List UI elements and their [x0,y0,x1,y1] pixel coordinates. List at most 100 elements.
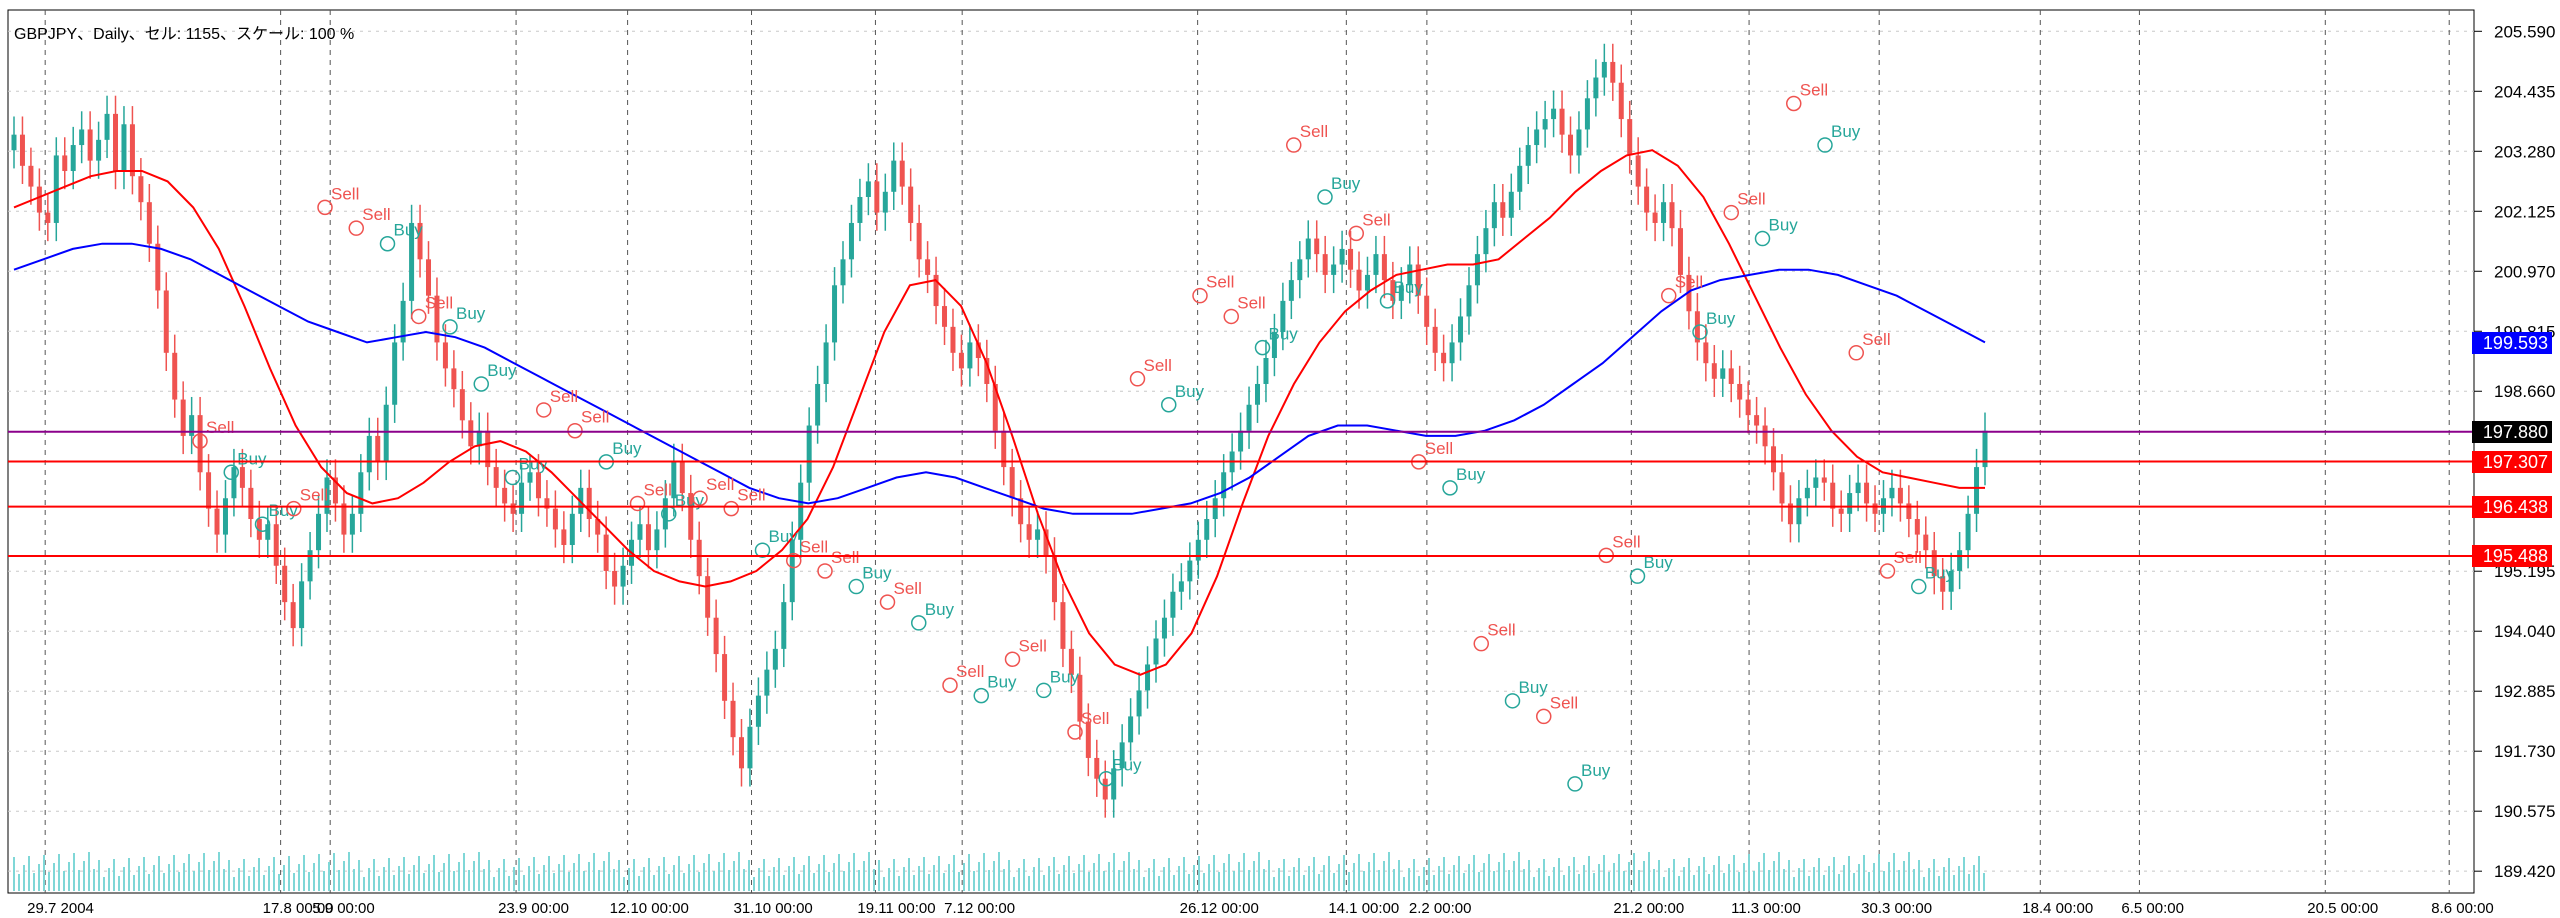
signal-circle [442,319,458,335]
candle-body [933,274,939,307]
x-tick-label: 7.12 00:00 [944,900,1015,917]
signal-label: Buy [1394,278,1424,297]
candle-body [1576,129,1582,156]
signal-label: Buy [1706,309,1736,328]
candle-body [459,389,465,421]
candle-body [789,539,795,603]
signal-label: Sell [206,418,234,437]
candle-body [1974,467,1980,514]
y-tick-label: 205.590 [2494,22,2555,41]
candle-body [637,524,643,540]
candle-body [358,472,364,514]
candle-body [1559,108,1565,135]
price-tag: 199.593 [2472,331,2552,354]
candle-body [764,669,770,696]
candle-body [426,259,432,296]
candle-body [1212,498,1218,520]
candle-body [1305,238,1311,260]
signal-label: Sell [1206,273,1234,292]
candle-body [662,498,668,530]
signal-label: Buy [1050,667,1080,686]
signal-label: Buy [925,600,955,619]
candle-body [256,519,262,540]
candle-body [434,295,440,343]
signal-circle [1473,635,1489,652]
signal-circle [504,469,521,486]
x-tick-label: 11.3 00:00 [1731,900,1801,917]
candle-body [1415,264,1421,296]
signal-circle [1848,345,1864,361]
candlesticks [11,43,1988,818]
candle-body [654,529,660,551]
signal-label: Sell [831,548,859,567]
price-tag: 195.488 [2472,545,2552,567]
candle-body [747,726,753,769]
grid-lines [8,30,2474,872]
candle-body [206,472,212,509]
signal-circle [1286,137,1302,153]
signal-circle [567,422,583,439]
candle-body [96,139,102,161]
x-tick-label: 19.11 00:00 [857,900,935,917]
candle-body [1965,513,1971,551]
candle-body [1051,555,1057,603]
candle-body [1771,446,1777,473]
signal-circle [379,235,396,252]
candle-body [882,191,888,213]
candle-body [535,472,541,499]
signal-label: Sell [737,486,765,505]
candle-body [1627,119,1633,156]
candle-body [688,493,694,540]
candle-body [1703,342,1709,364]
candle-body [400,300,406,343]
signal-circle [1661,287,1677,304]
candle-body [1331,264,1337,275]
candle-body [1322,254,1328,275]
candle-body [942,306,948,327]
candle-body [1864,482,1870,504]
signal-label: Sell [1487,621,1515,640]
candle-body [1280,300,1286,333]
candle-body [222,498,228,535]
candle-body [1458,316,1464,343]
candle-body [442,342,448,369]
signal-label: Buy [769,527,799,546]
candle-body [823,342,829,384]
candle-body [409,222,415,301]
candle-body [1187,560,1193,582]
candle-body [87,129,93,161]
candle-body [1373,254,1379,275]
candle-body [383,404,389,462]
x-tick-label: 21.2 00:00 [1613,900,1684,917]
signal-circle [973,687,989,704]
candle-body [189,415,195,436]
candle-body [392,342,398,405]
candle-body [620,565,626,587]
candle-body [671,461,677,499]
candle-body [19,134,25,166]
candle-body [1652,212,1658,223]
candle-body [1170,591,1176,618]
candle-body [730,700,736,738]
candle-body [1813,477,1819,488]
candle-body [705,576,711,618]
candle-body [958,352,964,369]
candle-body [595,519,601,535]
signal-label: Buy [237,449,267,468]
signal-circle [629,495,646,512]
candle-body [1026,524,1032,540]
candle-body [899,160,905,187]
candle-body [1043,529,1049,556]
candle-body [755,695,761,727]
signal-label: Sell [300,486,328,505]
candle-body [1804,487,1810,499]
signal-circle [1567,776,1583,792]
candle-body [155,243,161,291]
candle-body [781,602,787,649]
candle-body [1432,326,1438,353]
y-tick-label: 192.885 [2494,682,2555,701]
candle-body [62,155,68,172]
signal-label: Sell [581,408,609,427]
